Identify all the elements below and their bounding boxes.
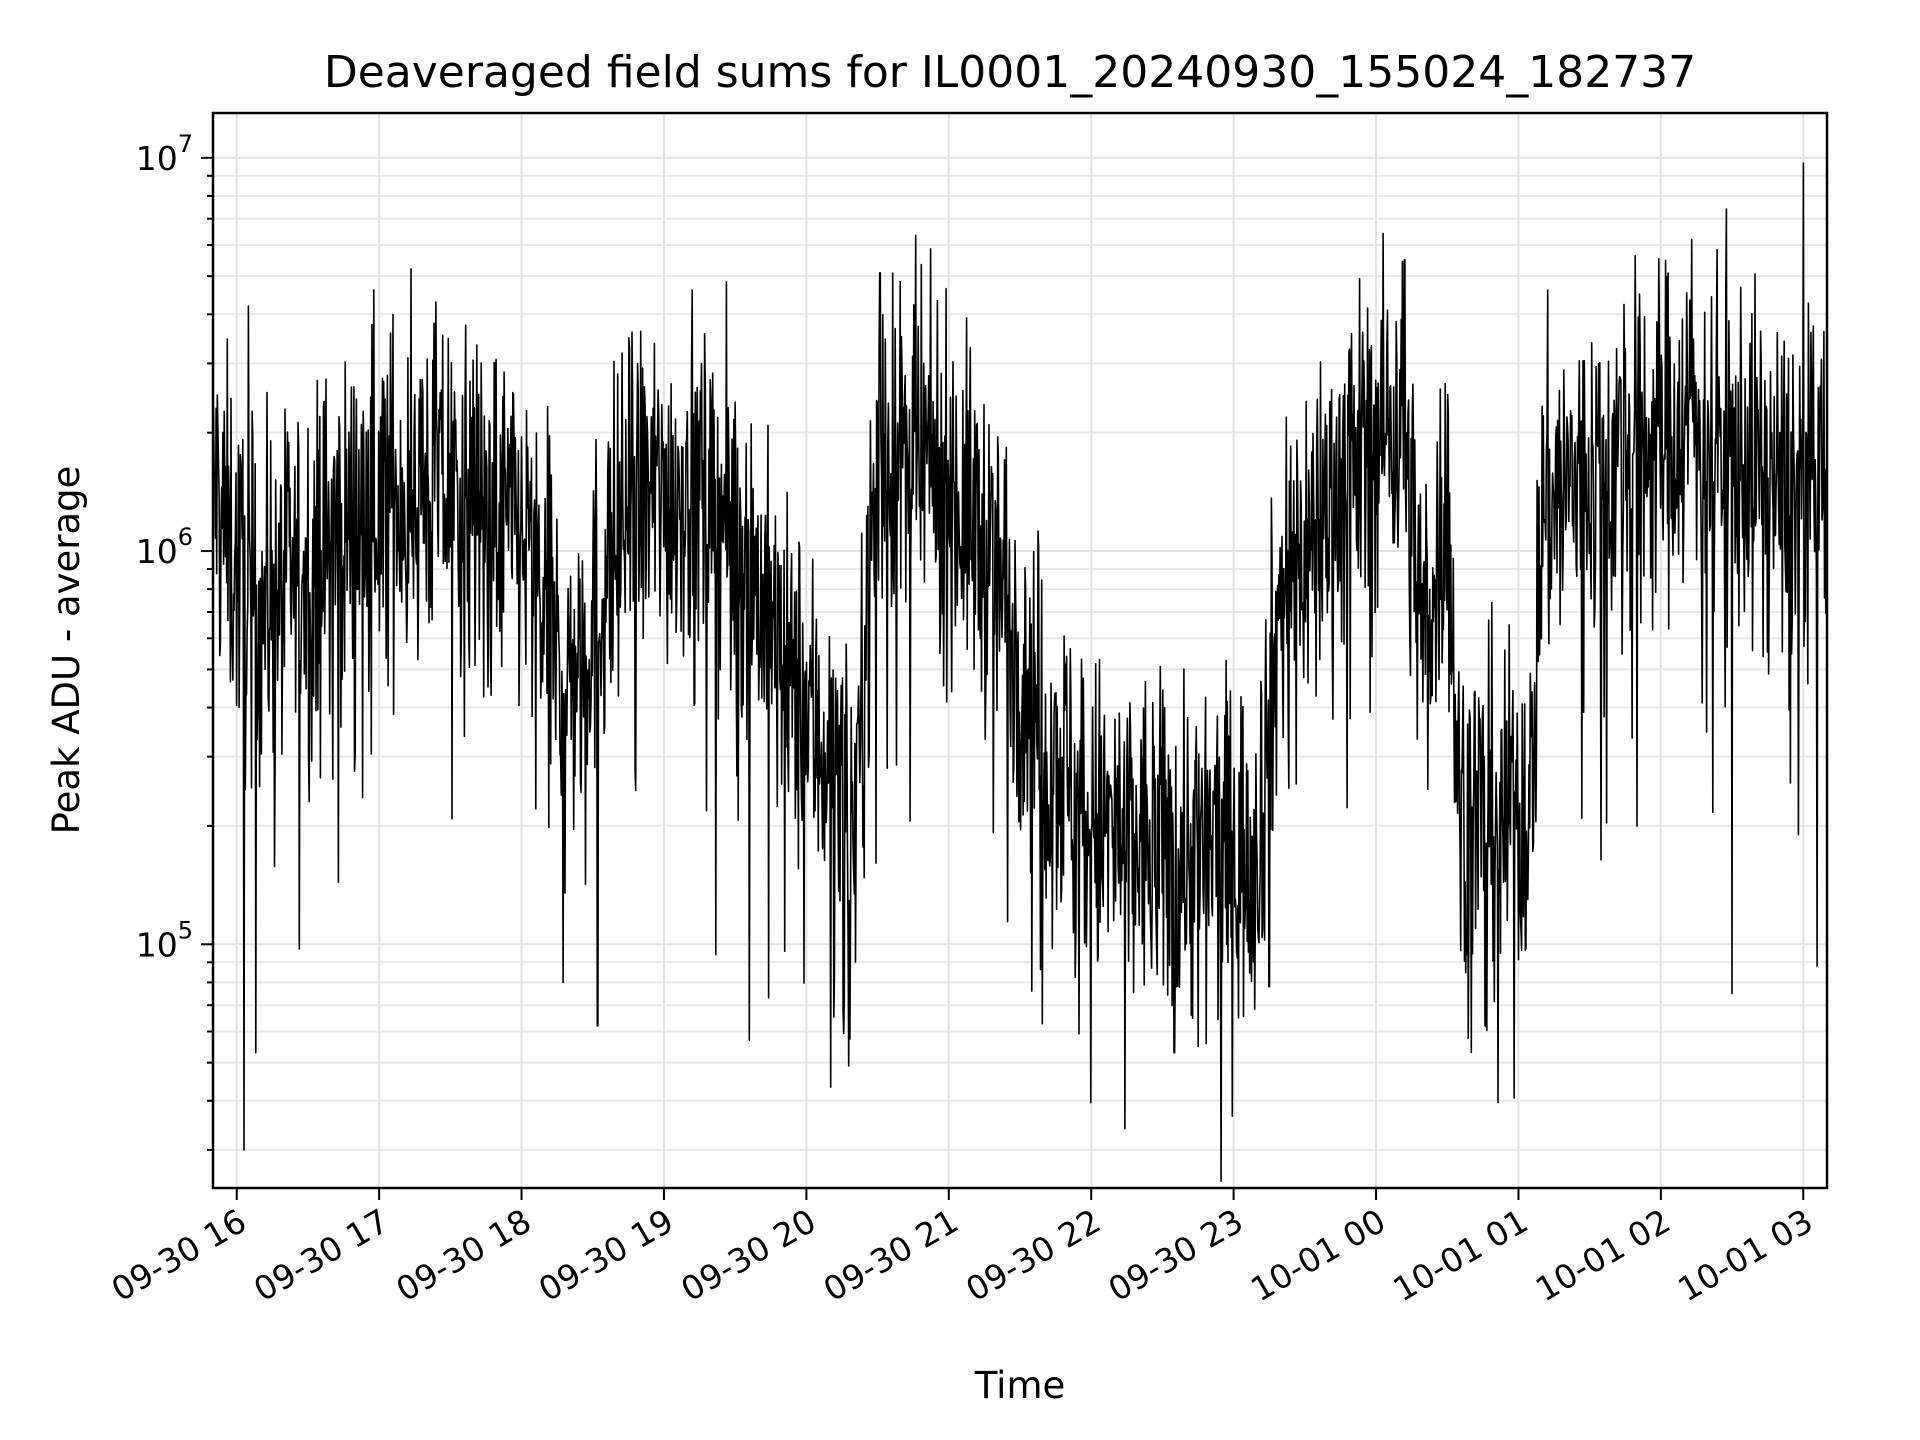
x-tick-label: 09-30 17: [247, 1201, 395, 1309]
x-tick-label: 10-01 03: [1671, 1201, 1819, 1309]
x-tick-label: 10-01 01: [1386, 1201, 1534, 1309]
y-tick-label: 105: [136, 916, 193, 964]
x-tick-label: 10-01 02: [1529, 1201, 1677, 1309]
plot-frame: [211, 111, 1829, 1190]
grid: [213, 113, 1827, 1188]
x-tick-label: 09-30 23: [1102, 1201, 1250, 1309]
chart-title: Deaveraged field sums for IL0001_2024093…: [324, 47, 1696, 98]
x-tick-label: 09-30 20: [674, 1201, 822, 1309]
data-series-line: [213, 162, 1827, 1182]
x-tick-label: 10-01 00: [1244, 1201, 1392, 1309]
y-axis-label: Peak ADU - average: [45, 466, 88, 835]
y-tick-label: 106: [136, 523, 193, 571]
x-axis-label: Time: [974, 1364, 1066, 1407]
x-tick-label: 09-30 22: [959, 1201, 1107, 1309]
y-tick-label: 107: [136, 130, 193, 178]
x-tick-label: 09-30 18: [390, 1201, 538, 1309]
x-tick-label: 09-30 19: [532, 1201, 680, 1309]
y-axis: 105 106 107: [136, 130, 213, 1151]
x-tick-label: 09-30 21: [817, 1201, 965, 1309]
x-tick-label: 09-30 16: [105, 1201, 253, 1309]
plot-area: [213, 162, 1827, 1182]
